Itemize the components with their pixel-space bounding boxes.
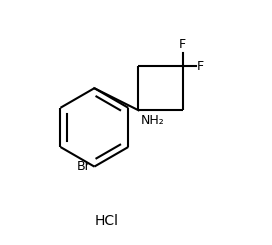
Text: Br: Br — [77, 160, 91, 173]
Text: NH₂: NH₂ — [141, 114, 165, 127]
Text: HCl: HCl — [95, 213, 119, 228]
Text: F: F — [197, 60, 204, 73]
Text: F: F — [179, 38, 186, 51]
